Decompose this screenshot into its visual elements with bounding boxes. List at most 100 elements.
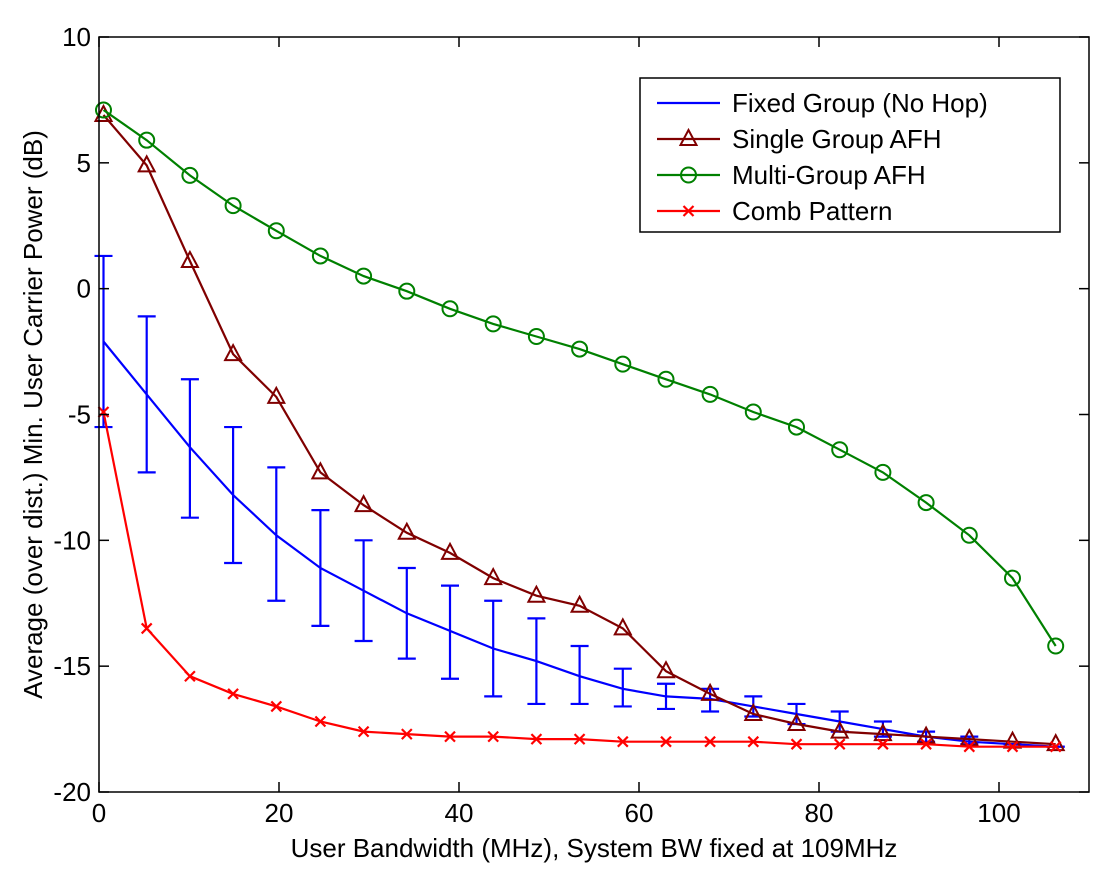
data-point-stroke xyxy=(444,730,456,743)
data-point xyxy=(1047,637,1065,655)
data-point xyxy=(788,418,805,436)
data-point xyxy=(530,733,543,745)
legend-label: Fixed Group (No Hop) xyxy=(732,88,988,118)
data-point xyxy=(1006,740,1019,753)
data-point xyxy=(744,403,762,421)
data-point-stroke xyxy=(487,730,499,743)
y-axis-title: Average (over dist.) Min. User Carrier P… xyxy=(18,130,48,699)
data-point xyxy=(573,733,586,745)
data-point xyxy=(270,700,283,713)
data-point xyxy=(184,670,196,683)
data-point xyxy=(140,622,153,635)
data-point-stroke xyxy=(877,738,889,750)
data-point-stroke xyxy=(1049,740,1062,753)
data-point xyxy=(527,327,545,345)
data-point-stroke xyxy=(833,738,846,750)
data-point xyxy=(310,461,331,480)
y-tick-label: -10 xyxy=(53,525,91,555)
data-point xyxy=(401,728,413,740)
x-tick-label: 40 xyxy=(445,798,474,828)
data-point xyxy=(138,131,156,149)
series-2 xyxy=(95,101,1065,655)
data-point xyxy=(960,526,978,544)
data-point-stroke xyxy=(227,688,239,700)
data-point xyxy=(180,249,200,268)
x-tick-label: 0 xyxy=(92,798,106,828)
data-point xyxy=(181,166,199,184)
data-point xyxy=(700,682,720,701)
y-tick-label: 5 xyxy=(77,148,91,178)
data-point-stroke xyxy=(790,738,803,750)
data-point xyxy=(484,315,502,333)
data-point xyxy=(704,735,716,748)
legend-marker xyxy=(682,205,695,217)
y-tick-label: -20 xyxy=(53,777,91,807)
data-point xyxy=(656,660,676,679)
data-point xyxy=(444,730,456,743)
data-point xyxy=(398,282,416,300)
y-tick-label: -5 xyxy=(68,400,91,430)
data-point xyxy=(311,247,329,265)
data-point xyxy=(1004,569,1021,587)
data-point xyxy=(224,197,242,215)
data-point-stroke xyxy=(747,735,760,748)
data-point-stroke xyxy=(573,733,586,745)
data-point xyxy=(97,406,110,418)
data-point xyxy=(526,584,547,603)
data-point xyxy=(830,720,850,739)
data-point xyxy=(747,735,760,748)
data-point xyxy=(833,738,846,750)
error-bar xyxy=(570,644,589,706)
data-point-stroke xyxy=(140,622,153,635)
data-point xyxy=(314,715,327,728)
data-point xyxy=(353,493,374,513)
x-axis-title: User Bandwidth (MHz), System BW fixed at… xyxy=(291,833,898,863)
data-point xyxy=(95,101,112,119)
data-point-stroke xyxy=(401,728,413,740)
data-point xyxy=(963,740,976,753)
data-point-stroke xyxy=(357,725,370,738)
data-point xyxy=(397,521,417,540)
data-point xyxy=(831,441,849,459)
data-point-stroke xyxy=(660,735,672,748)
series-line xyxy=(102,109,1057,647)
data-point xyxy=(267,222,285,240)
data-point xyxy=(613,617,633,636)
data-point xyxy=(223,342,243,362)
legend-item: Single Group AFH xyxy=(657,124,942,154)
x-tick-label: 100 xyxy=(977,798,1020,828)
data-point xyxy=(917,494,935,512)
data-point xyxy=(266,385,286,404)
y-tick-label: 10 xyxy=(62,22,91,52)
legend-item: Fixed Group (No Hop) xyxy=(657,88,988,118)
data-point xyxy=(874,463,892,481)
data-point-stroke xyxy=(963,740,976,753)
legend-marker-stroke xyxy=(682,205,695,217)
error-bar xyxy=(613,667,632,708)
data-point xyxy=(357,725,370,738)
data-point xyxy=(657,370,675,388)
legend-label: Multi-Group AFH xyxy=(732,160,926,190)
data-point xyxy=(571,340,589,358)
data-point xyxy=(440,541,460,560)
legend-marker xyxy=(678,127,699,146)
data-point-stroke xyxy=(1006,740,1019,753)
data-point xyxy=(137,154,157,173)
data-point xyxy=(617,735,629,748)
data-point xyxy=(873,722,893,742)
series-3 xyxy=(97,406,1062,753)
data-point-stroke xyxy=(314,715,327,728)
data-point xyxy=(487,730,499,743)
axes-layer: 0 20 40 60 80 100 -20 -15 -10 -5 0 5 10 xyxy=(53,22,1090,828)
data-point-stroke xyxy=(920,738,932,750)
legend-item: Multi-Group AFH xyxy=(657,160,926,190)
series-line xyxy=(102,114,1056,746)
data-point-stroke xyxy=(270,700,283,713)
x-tick-label: 20 xyxy=(265,798,294,828)
series-0 xyxy=(94,254,1065,748)
series-line xyxy=(102,340,1056,748)
data-point xyxy=(701,385,719,403)
data-point-stroke xyxy=(184,670,196,683)
legend: Fixed Group (No Hop) Single Group AFH Mult… xyxy=(639,77,1061,233)
